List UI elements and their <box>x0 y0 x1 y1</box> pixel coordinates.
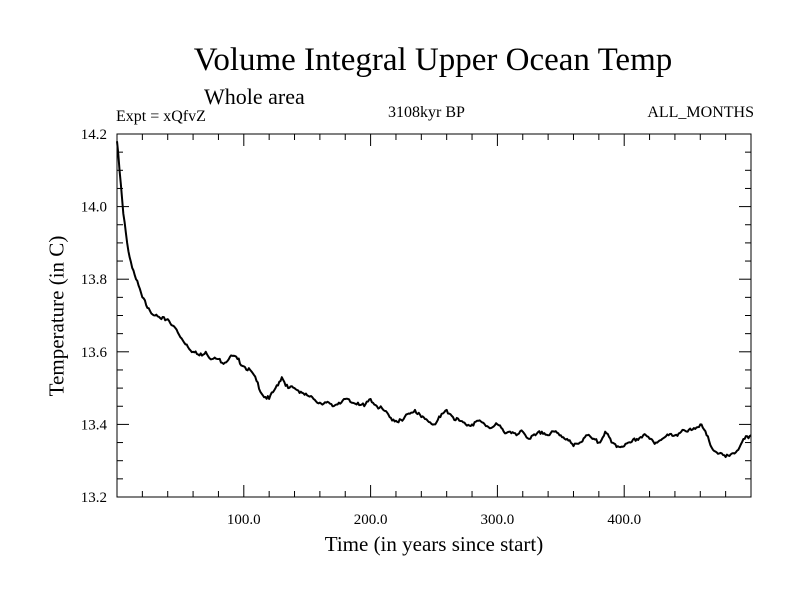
temperature-series-line <box>116 141 752 459</box>
y-tick-label: 13.2 <box>81 490 107 506</box>
x-tick-label: 300.0 <box>481 512 515 528</box>
y-tick-label: 13.6 <box>81 345 108 361</box>
y-tick-label: 14.2 <box>81 127 107 143</box>
y-tick-label: 14.0 <box>81 200 107 216</box>
x-tick-label: 100.0 <box>227 512 261 528</box>
x-tick-label: 400.0 <box>607 512 641 528</box>
y-tick-label: 13.8 <box>81 272 107 288</box>
y-tick-label: 13.4 <box>81 417 108 433</box>
experiment-label: Expt = xQfvZ <box>116 108 206 125</box>
months-label: ALL_MONTHS <box>647 104 754 121</box>
ticks-group: 100.0 200.0 300.0 400.0 13.2 13.4 13.6 13.8 14.0… <box>81 127 751 528</box>
x-axis-label: Time (in years since start) <box>324 532 544 556</box>
chart-subtitle: Whole area <box>204 84 305 109</box>
period-label: 3108kyr BP <box>388 104 465 121</box>
x-tick-label: 200.0 <box>354 512 388 528</box>
chart-title: Volume Integral Upper Ocean Temp <box>193 42 673 78</box>
